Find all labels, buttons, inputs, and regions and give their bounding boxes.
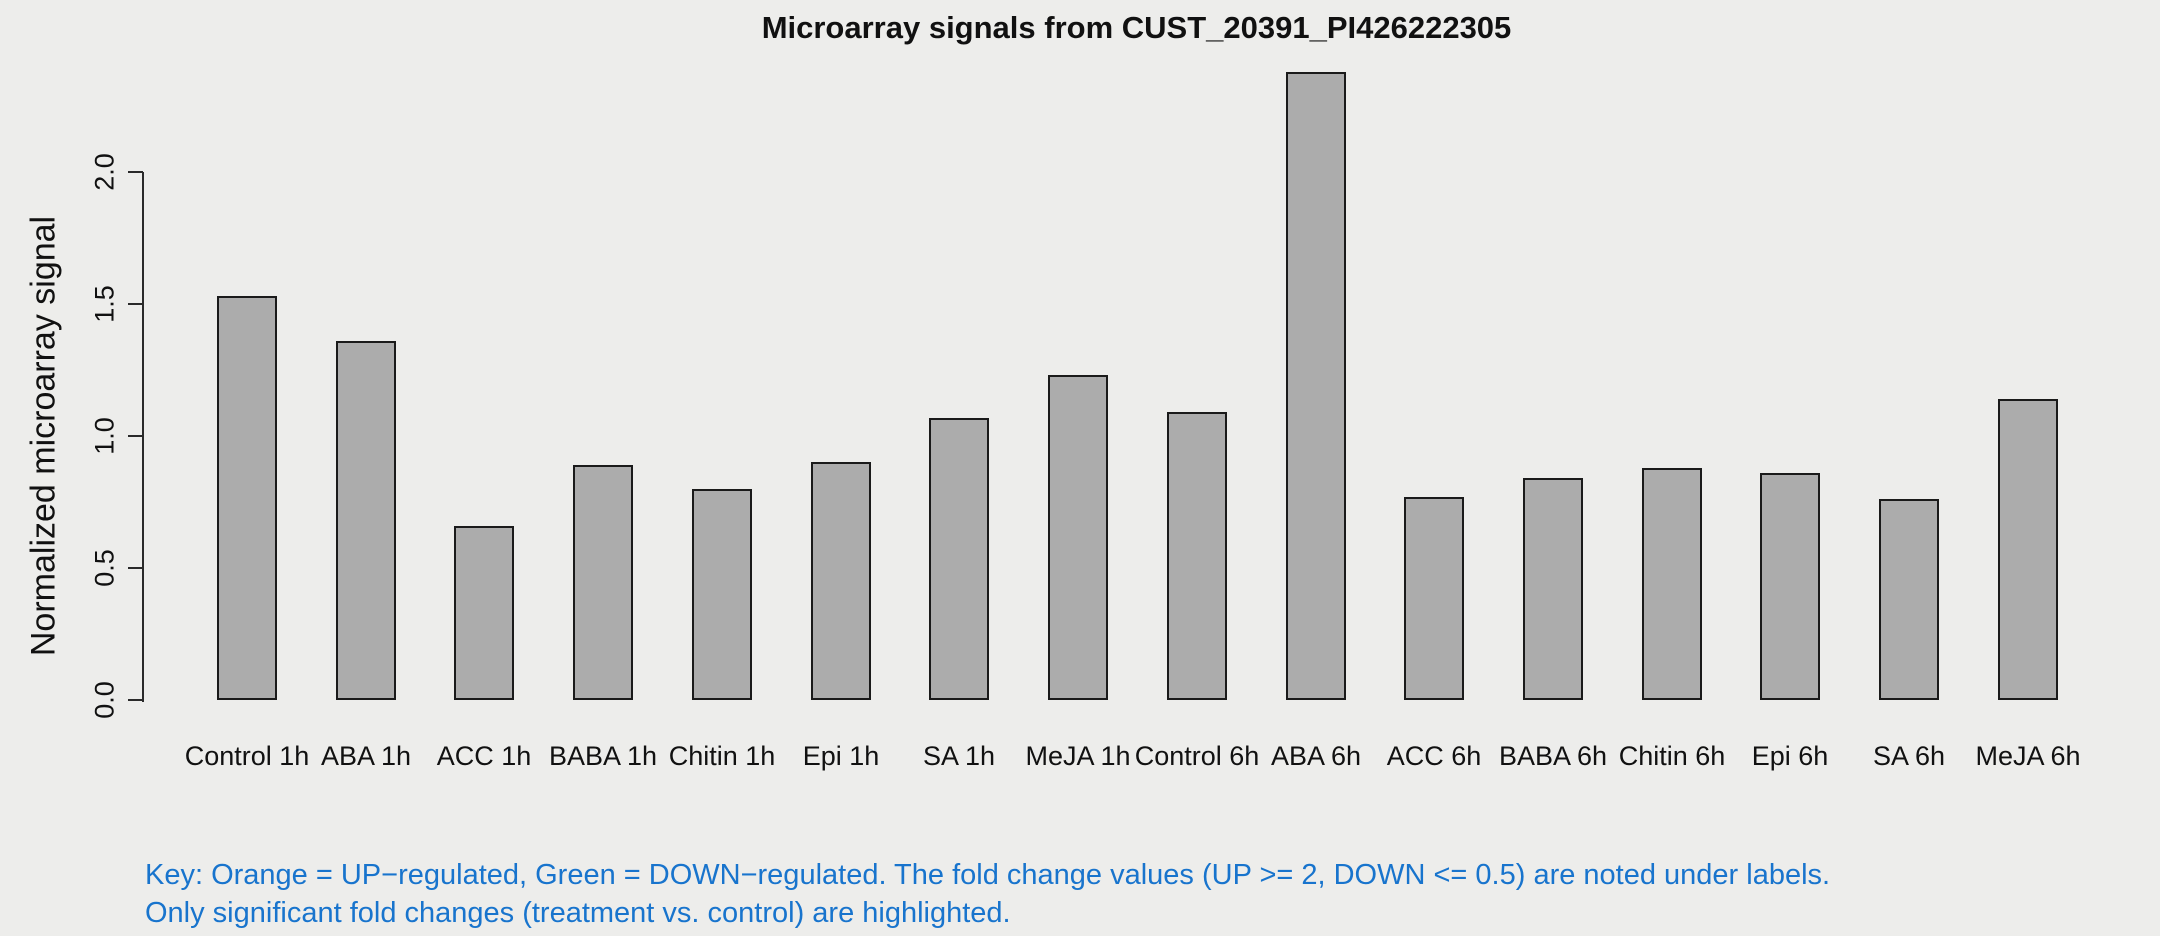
key-note-line-2: Only significant fold changes (treatment… <box>145 897 1011 929</box>
bar-baba-6h <box>1523 478 1583 700</box>
x-tick-label: ABA 6h <box>1270 741 1362 771</box>
bar-epi-6h <box>1760 473 1820 700</box>
y-tick-mark <box>128 567 143 569</box>
bar-meja-6h <box>1998 399 2058 700</box>
bar-sa-1h <box>929 418 989 700</box>
y-tick-label: 0.0 <box>89 681 120 719</box>
y-tick-label: 2.0 <box>89 153 120 191</box>
x-tick-label: Chitin 1h <box>668 741 776 771</box>
y-tick-mark <box>128 699 143 701</box>
bar-control-6h <box>1167 412 1227 700</box>
bar-sa-6h <box>1879 499 1939 700</box>
x-tick-label: BABA 1h <box>548 741 658 771</box>
bar-acc-6h <box>1404 497 1464 700</box>
x-tick-label: Chitin 6h <box>1618 741 1726 771</box>
bar-control-1h <box>217 296 277 700</box>
x-tick-label: MeJA 1h <box>1025 741 1131 771</box>
y-tick-mark <box>128 171 143 173</box>
key-note: Key: Orange = UP−regulated, Green = DOWN… <box>145 856 1830 932</box>
bar-meja-1h <box>1048 375 1108 700</box>
x-tick-label: Epi 6h <box>1751 741 1829 771</box>
chart-title: Microarray signals from CUST_20391_PI426… <box>761 10 1512 45</box>
y-tick-label: 1.0 <box>89 417 120 455</box>
bar-chitin-1h <box>692 489 752 700</box>
y-tick-mark <box>128 435 143 437</box>
x-tick-label: ACC 6h <box>1386 741 1482 771</box>
x-tick-label: SA 6h <box>1872 741 1946 771</box>
x-tick-label: ACC 1h <box>436 741 532 771</box>
bar-baba-1h <box>573 465 633 700</box>
y-tick-label: 1.5 <box>89 285 120 323</box>
y-axis-line <box>142 172 144 702</box>
x-tick-label: BABA 6h <box>1498 741 1608 771</box>
x-tick-label: ABA 1h <box>320 741 412 771</box>
bar-chitin-6h <box>1642 468 1702 700</box>
bar-aba-6h <box>1286 72 1346 700</box>
x-tick-label: Control 6h <box>1134 741 1260 771</box>
x-tick-label: Control 1h <box>184 741 310 771</box>
x-tick-label: Epi 1h <box>802 741 880 771</box>
x-tick-label: MeJA 6h <box>1975 741 2081 771</box>
bar-acc-1h <box>454 526 514 700</box>
y-tick-label: 0.5 <box>89 549 120 587</box>
y-tick-mark <box>128 303 143 305</box>
x-tick-label: SA 1h <box>922 741 996 771</box>
key-note-line-1: Key: Orange = UP−regulated, Green = DOWN… <box>145 859 1831 891</box>
bar-aba-1h <box>336 341 396 700</box>
bar-epi-1h <box>811 462 871 700</box>
